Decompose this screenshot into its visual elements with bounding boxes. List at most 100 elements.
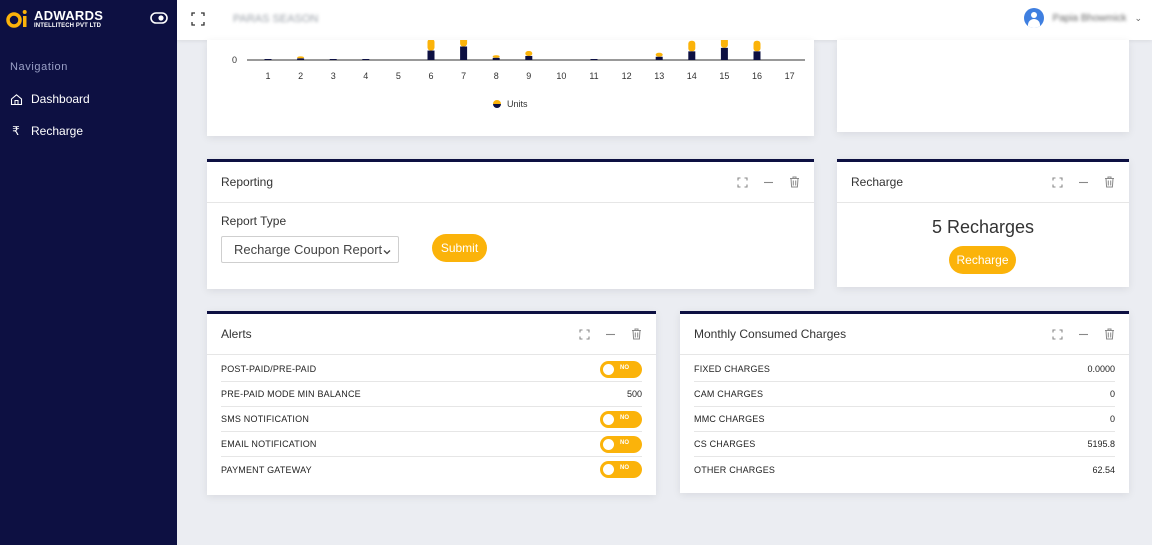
x-tick-label: 16	[752, 71, 762, 81]
bar	[720, 47, 728, 60]
y-tick-label: 0	[232, 55, 237, 65]
alert-row-postpaid: POST-PAID/PRE-PAID NO	[221, 357, 642, 382]
row-label: CS CHARGES	[694, 439, 756, 449]
row-value: 5195.8	[1087, 439, 1115, 449]
bar	[297, 58, 305, 60]
charges-card: Monthly Consumed Charges FIXED CHARGES 0…	[680, 311, 1129, 493]
toggle-knob	[603, 464, 614, 475]
rupee-icon: ₹	[12, 124, 20, 138]
alert-row-sms: SMS NOTIFICATION NO	[221, 407, 642, 432]
home-icon	[9, 92, 23, 106]
brand-name: ADWARDS	[34, 8, 104, 23]
x-tick-label: 1	[265, 71, 270, 81]
top-header: PARAS SEASON Papia Bhowmick ⌄	[177, 0, 1152, 40]
alert-row-email: EMAIL NOTIFICATION NO	[221, 432, 642, 457]
toggle-text: NO	[620, 439, 629, 446]
user-name: Papia Bhowmick	[1052, 12, 1127, 24]
season-title: PARAS SEASON	[233, 13, 319, 25]
bar	[492, 57, 500, 60]
bar-top-segment	[525, 51, 533, 56]
report-type-value: Recharge Coupon Report	[234, 242, 383, 257]
recharge-count: 5 Recharges	[931, 217, 1035, 237]
card-title: Monthly Consumed Charges	[694, 327, 847, 341]
bar	[460, 46, 468, 60]
postpaid-toggle[interactable]: NO	[600, 360, 642, 378]
row-label: MMC CHARGES	[694, 414, 765, 424]
trash-icon[interactable]	[1103, 328, 1115, 340]
sidebar: ADWARDS INTELLITECH PVT LTD Navigation D…	[0, 0, 177, 545]
x-tick-label: 12	[622, 71, 632, 81]
chevron-down-icon	[382, 245, 392, 255]
x-tick-label: 5	[396, 71, 401, 81]
x-tick-label: 15	[719, 71, 729, 81]
row-label: SMS NOTIFICATION	[221, 414, 310, 424]
alerts-card: Alerts POST-PAID/PRE-PAID NO PRE-PAID MO…	[207, 311, 656, 495]
x-tick-label: 4	[363, 71, 368, 81]
expand-icon[interactable]	[736, 176, 748, 188]
bar-top-segment	[753, 40, 761, 52]
bar	[655, 56, 663, 60]
row-value: 0	[1109, 414, 1115, 424]
legend-swatch-top	[493, 100, 501, 104]
card-title: Alerts	[221, 327, 252, 341]
minimize-icon[interactable]	[604, 328, 616, 340]
x-tick-label: 3	[331, 71, 336, 81]
x-tick-label: 14	[687, 71, 697, 81]
sidebar-toggle-icon[interactable]	[150, 10, 168, 26]
expand-icon[interactable]	[1051, 328, 1063, 340]
sms-toggle[interactable]: NO	[600, 410, 642, 428]
bar	[329, 59, 337, 60]
fullscreen-icon[interactable]	[191, 12, 205, 26]
row-value: 0.0000	[1087, 364, 1115, 374]
row-label: FIXED CHARGES	[694, 364, 771, 374]
payment-toggle[interactable]: NO	[600, 461, 642, 478]
email-toggle[interactable]: NO	[600, 435, 642, 453]
bar	[590, 59, 598, 60]
alert-row-payment: PAYMENT GATEWAY NO	[221, 457, 642, 482]
row-label: EMAIL NOTIFICATION	[221, 439, 317, 449]
expand-icon[interactable]	[1051, 176, 1063, 188]
charge-row-fixed: FIXED CHARGES 0.0000	[694, 357, 1115, 382]
minimize-icon[interactable]	[762, 176, 774, 188]
row-value: 0	[1109, 389, 1115, 399]
x-tick-label: 10	[556, 71, 566, 81]
row-value: 62.54	[1092, 464, 1115, 475]
minimize-icon[interactable]	[1077, 328, 1089, 340]
submit-button[interactable]: Submit	[432, 234, 487, 262]
toggle-knob	[603, 363, 614, 375]
toggle-knob	[603, 438, 614, 450]
x-tick-label: 8	[494, 71, 499, 81]
toggle-text: NO	[620, 414, 629, 421]
brand-subtitle: INTELLITECH PVT LTD	[34, 23, 102, 29]
bar	[264, 59, 272, 60]
trash-icon[interactable]	[788, 176, 800, 188]
x-tick-label: 17	[785, 71, 795, 81]
sidebar-item-label: Dashboard	[31, 92, 90, 106]
bar-top-segment	[720, 40, 728, 48]
charge-row-mmc: MMC CHARGES 0	[694, 407, 1115, 432]
legend-swatch	[493, 104, 501, 108]
row-label: PAYMENT GATEWAY	[221, 464, 312, 475]
summary-card	[837, 40, 1129, 132]
row-label: PRE-PAID MODE MIN BALANCE	[221, 389, 361, 399]
reporting-card-header: Reporting	[207, 162, 814, 203]
report-type-select[interactable]: Recharge Coupon Report	[221, 236, 399, 263]
recharge-button[interactable]: Recharge	[949, 246, 1016, 274]
expand-icon[interactable]	[578, 328, 590, 340]
user-menu[interactable]: Papia Bhowmick ⌄	[1023, 8, 1142, 28]
bar	[362, 59, 370, 60]
x-tick-label: 6	[428, 71, 433, 81]
charge-row-other: OTHER CHARGES 62.54	[694, 457, 1115, 482]
brand[interactable]: ADWARDS INTELLITECH PVT LTD	[0, 0, 177, 38]
x-tick-label: 13	[654, 71, 664, 81]
sidebar-item-recharge[interactable]: ₹ Recharge	[9, 124, 83, 138]
toggle-knob	[603, 413, 614, 425]
trash-icon[interactable]	[630, 328, 642, 340]
report-type-label: Report Type	[221, 214, 287, 228]
minimize-icon[interactable]	[1077, 176, 1089, 188]
toggle-text: NO	[620, 364, 629, 371]
sidebar-item-dashboard[interactable]: Dashboard	[9, 92, 90, 106]
bar-top-segment	[492, 55, 500, 58]
trash-icon[interactable]	[1103, 176, 1115, 188]
x-tick-label: 9	[526, 71, 531, 81]
